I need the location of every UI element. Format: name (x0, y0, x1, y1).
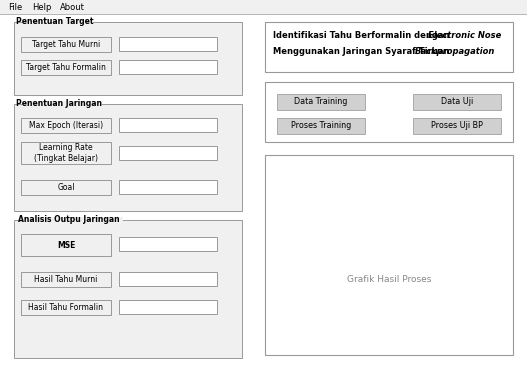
Bar (119, 146, 217, 160)
Bar (21, 180, 111, 195)
Bar (119, 180, 217, 194)
Text: Proses Uji BP: Proses Uji BP (431, 121, 483, 130)
Bar (21, 272, 111, 287)
Text: Backpropagation: Backpropagation (415, 48, 495, 56)
Bar (21, 300, 111, 315)
Text: MSE: MSE (57, 240, 75, 249)
Text: Target Tahu Formalin: Target Tahu Formalin (26, 63, 106, 72)
Text: Grafik Hasil Proses: Grafik Hasil Proses (347, 274, 431, 284)
Bar (413, 118, 501, 134)
Text: File: File (8, 3, 22, 11)
Text: Max Epoch (Iterasi): Max Epoch (Iterasi) (29, 121, 103, 130)
Bar (119, 237, 217, 251)
Bar (119, 60, 217, 74)
Bar (21, 37, 111, 52)
Text: Hasil Tahu Murni: Hasil Tahu Murni (34, 275, 97, 284)
Bar (22, 101, 102, 107)
Bar (22, 217, 123, 223)
Bar (21, 60, 111, 75)
Bar (21, 142, 111, 164)
Text: Learning Rate
(Tingkat Belajar): Learning Rate (Tingkat Belajar) (34, 143, 98, 163)
Text: Goal: Goal (57, 183, 75, 192)
Bar (265, 22, 513, 72)
Text: Data Training: Data Training (294, 98, 348, 107)
Bar (119, 272, 217, 286)
Text: Target Tahu Murni: Target Tahu Murni (32, 40, 100, 49)
Bar (21, 234, 111, 256)
Bar (413, 94, 501, 110)
Text: Penentuan Jaringan: Penentuan Jaringan (16, 99, 102, 108)
Text: Penentuan Target: Penentuan Target (16, 17, 93, 26)
Bar (265, 155, 513, 355)
Text: About: About (60, 3, 85, 11)
Text: Help: Help (32, 3, 51, 11)
Bar (21, 118, 111, 133)
Bar (119, 300, 217, 314)
Bar (119, 118, 217, 132)
Bar (119, 37, 217, 51)
Bar (14, 104, 242, 211)
Text: Analisis Outpu Jaringan: Analisis Outpu Jaringan (18, 215, 120, 225)
Bar (14, 220, 242, 358)
Text: Menggunakan Jaringan Syaraf Tiruan: Menggunakan Jaringan Syaraf Tiruan (273, 48, 452, 56)
Bar (277, 94, 365, 110)
Bar (277, 118, 365, 134)
Bar (265, 82, 513, 142)
Text: Proses Training: Proses Training (291, 121, 351, 130)
Text: Data Uji: Data Uji (441, 98, 473, 107)
Bar (0, 0, 527, 14)
Text: Electronic Nose: Electronic Nose (428, 31, 501, 40)
Text: Hasil Tahu Formalin: Hasil Tahu Formalin (28, 303, 103, 312)
Bar (22, 19, 93, 25)
Bar (14, 22, 242, 95)
Text: Identifikasi Tahu Berformalin dengan: Identifikasi Tahu Berformalin dengan (273, 31, 452, 40)
